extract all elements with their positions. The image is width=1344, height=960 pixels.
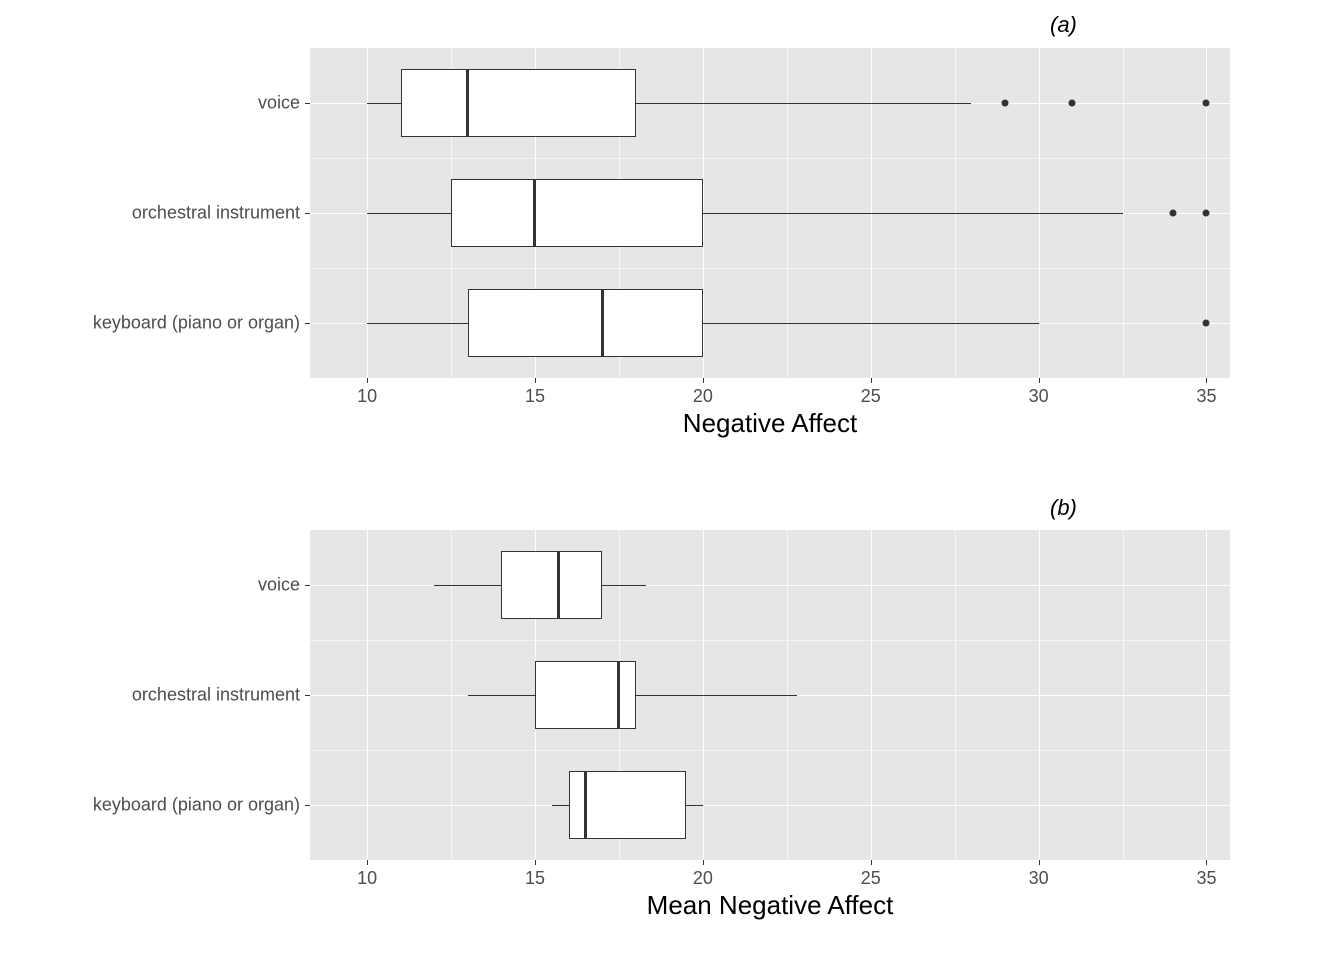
boxplot-box: [535, 661, 636, 729]
x-tick-label: 20: [693, 868, 713, 889]
tick-mark: [871, 378, 872, 383]
tick-mark: [1206, 860, 1207, 865]
gridline-minor: [310, 158, 1230, 159]
x-axis-title: Mean Negative Affect: [647, 890, 894, 921]
plot-area-a: [310, 48, 1230, 378]
gridline-minor: [310, 640, 1230, 641]
x-tick-label: 10: [357, 386, 377, 407]
boxplot-box: [401, 69, 636, 137]
y-tick-label: orchestral instrument: [132, 203, 300, 224]
whisker: [367, 103, 401, 104]
whisker: [468, 695, 535, 696]
y-tick-label: keyboard (piano or organ): [93, 795, 300, 816]
outlier-point: [1169, 210, 1176, 217]
gridline: [310, 805, 1230, 806]
whisker: [703, 213, 1123, 214]
x-tick-label: 25: [861, 386, 881, 407]
whisker: [367, 213, 451, 214]
median-line: [584, 771, 587, 839]
outlier-point: [1002, 100, 1009, 107]
boxplot-box: [451, 179, 703, 247]
figure: (a) voice orchestral instrument keyboard (p…: [0, 0, 1344, 960]
whisker: [552, 805, 569, 806]
whisker: [367, 323, 468, 324]
tick-mark: [871, 860, 872, 865]
tick-mark: [367, 860, 368, 865]
x-tick-label: 30: [1029, 386, 1049, 407]
tick-mark: [305, 103, 310, 104]
tick-mark: [305, 805, 310, 806]
panel-label-a: (a): [1050, 12, 1077, 38]
tick-mark: [1039, 860, 1040, 865]
y-tick-label: voice: [258, 575, 300, 596]
median-line: [466, 69, 469, 137]
plot-area-b: [310, 530, 1230, 860]
whisker: [636, 103, 972, 104]
outlier-point: [1203, 210, 1210, 217]
y-tick-label: voice: [258, 93, 300, 114]
x-tick-label: 35: [1196, 868, 1216, 889]
x-tick-label: 20: [693, 386, 713, 407]
x-tick-label: 15: [525, 386, 545, 407]
outlier-point: [1203, 100, 1210, 107]
gridline-minor: [310, 268, 1230, 269]
y-tick-label: orchestral instrument: [132, 685, 300, 706]
tick-mark: [703, 378, 704, 383]
tick-mark: [305, 323, 310, 324]
tick-mark: [367, 378, 368, 383]
whisker: [703, 323, 1039, 324]
whisker: [636, 695, 797, 696]
median-line: [557, 551, 560, 619]
tick-mark: [535, 378, 536, 383]
x-tick-label: 10: [357, 868, 377, 889]
boxplot-box: [468, 289, 703, 357]
boxplot-box: [501, 551, 602, 619]
tick-mark: [305, 213, 310, 214]
tick-mark: [305, 585, 310, 586]
panel-label-b: (b): [1050, 495, 1077, 521]
x-tick-label: 35: [1196, 386, 1216, 407]
gridline-minor: [310, 750, 1230, 751]
tick-mark: [703, 860, 704, 865]
tick-mark: [1206, 378, 1207, 383]
median-line: [533, 179, 536, 247]
y-tick-label: keyboard (piano or organ): [93, 313, 300, 334]
x-tick-label: 30: [1029, 868, 1049, 889]
x-tick-label: 15: [525, 868, 545, 889]
outlier-point: [1203, 320, 1210, 327]
x-tick-label: 25: [861, 868, 881, 889]
outlier-point: [1069, 100, 1076, 107]
tick-mark: [305, 695, 310, 696]
tick-mark: [1039, 378, 1040, 383]
x-axis-title: Negative Affect: [683, 408, 857, 439]
whisker: [686, 805, 703, 806]
tick-mark: [535, 860, 536, 865]
whisker: [434, 585, 501, 586]
whisker: [602, 585, 646, 586]
median-line: [617, 661, 620, 729]
median-line: [601, 289, 604, 357]
